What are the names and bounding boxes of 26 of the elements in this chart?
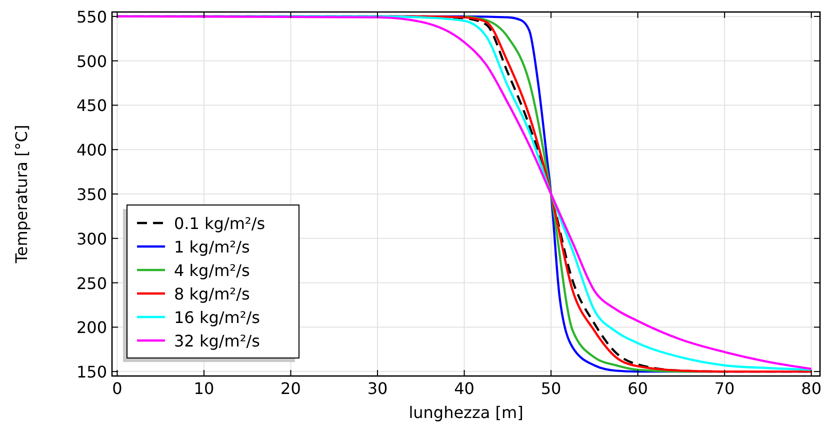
x-tick-label: 20 (280, 379, 301, 398)
x-tick-label: 10 (194, 379, 214, 398)
y-tick-label: 500 (76, 52, 107, 71)
x-tick-label: 50 (540, 379, 562, 398)
y-tick-label: 150 (76, 362, 107, 382)
y-tick-label: 300 (76, 229, 107, 248)
y-tick-label: 450 (76, 96, 107, 116)
legend-label: 0.1 kg/m²/s (174, 214, 266, 233)
x-tick-label: 0 (112, 379, 122, 398)
legend-label: 8 kg/m²/s (174, 284, 250, 304)
y-axis-title: Temperatura [°C] (12, 124, 31, 264)
x-tick-label: 40 (454, 379, 474, 398)
legend-label: 32 kg/m²/s (174, 332, 260, 350)
legend-label: 16 kg/m²/s (174, 308, 260, 327)
y-tick-label: 250 (76, 274, 107, 293)
legend-label: 4 kg/m²/s (174, 261, 250, 280)
x-tick-label: 70 (714, 379, 735, 398)
y-tick-label: 550 (76, 7, 107, 26)
x-axis-title: lunghezza [m] (408, 403, 524, 422)
y-tick-label: 200 (76, 318, 107, 338)
x-tick-label: 80 (801, 379, 822, 398)
x-tick-label: 60 (628, 379, 648, 398)
legend-label: 1 kg/m²/s (174, 238, 250, 256)
y-tick-label: 400 (76, 140, 107, 160)
x-tick-label: 30 (367, 379, 388, 398)
y-tick-label: 350 (76, 185, 107, 204)
